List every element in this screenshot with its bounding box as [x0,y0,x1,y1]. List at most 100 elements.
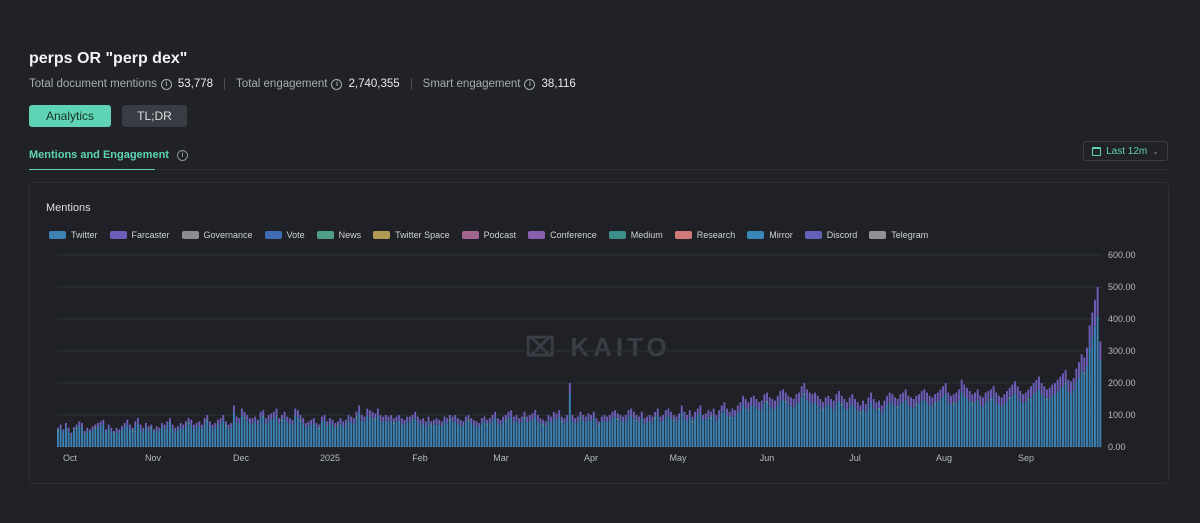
bar-twitter [1062,386,1064,447]
bar-farcaster [680,405,683,413]
legend-item-telegram[interactable]: Telegram [869,230,928,240]
bar-twitter [323,420,326,447]
bar-farcaster [155,426,158,430]
legend-item-conference[interactable]: Conference [528,230,597,240]
bar-farcaster [715,415,718,421]
bar-farcaster [488,418,491,424]
legend-item-twitter[interactable]: Twitter [49,230,98,240]
bar-farcaster [667,408,670,416]
stat-document-mentions: Total document mentions i 53,778 [29,78,213,90]
bar-farcaster [259,411,262,419]
bar-farcaster [915,395,918,406]
bar-twitter [115,431,118,447]
legend-item-vote[interactable]: Vote [264,230,305,240]
bar-farcaster [1027,389,1030,400]
bar-twitter [579,418,582,447]
bar-twitter [216,424,219,447]
bar-twitter [624,420,627,447]
bar-twitter [62,432,65,447]
bar-farcaster [120,426,123,430]
legend-item-twitter-space[interactable]: Twitter Space [373,230,450,240]
bar-farcaster [190,419,193,425]
bar-twitter [75,428,78,447]
bar-twitter [755,407,758,447]
tldr-button[interactable]: TL;DR [122,105,187,127]
bar-news [635,419,638,422]
bar-twitter [742,405,745,447]
bar-twitter [678,419,681,447]
info-icon[interactable]: i [160,78,172,90]
bar-twitter [352,423,355,447]
bar-twitter [475,426,478,447]
legend-item-news[interactable]: News [316,230,361,240]
legend-item-farcaster[interactable]: Farcaster [109,230,170,240]
analytics-button[interactable]: Analytics [29,105,111,127]
legend-item-research[interactable]: Research [674,230,735,240]
legend-swatch [608,231,626,239]
bar-farcaster [760,400,763,409]
bar-twitter [526,422,529,447]
bar-twitter [992,397,995,447]
chart-title: Mentions [46,202,91,214]
legend-item-governance[interactable]: Governance [181,230,253,240]
period-label: Last 12m [1106,145,1148,157]
info-icon[interactable]: i [524,78,536,90]
legend-label: Podcast [483,230,517,240]
bar-twitter [166,426,169,447]
bar-twitter [686,420,689,447]
bar-twitter [680,412,683,447]
bar-farcaster [440,421,443,427]
bar-farcaster [776,395,779,406]
bar-farcaster [1046,389,1048,400]
bar-farcaster [1086,347,1088,366]
period-dropdown[interactable]: Last 12m ⌄ [1083,141,1168,161]
info-icon[interactable]: i [176,149,188,161]
bar-farcaster [979,395,982,406]
bar-twitter [542,424,545,447]
bar-twitter [851,403,854,447]
bar-farcaster [843,399,846,408]
bar-twitter [776,405,779,447]
bar-farcaster [526,416,529,423]
legend-item-podcast[interactable]: Podcast [461,230,517,240]
bar-twitter [592,418,595,447]
bar-farcaster [1022,394,1024,404]
bar-farcaster [64,423,67,428]
tab-mentions-engagement[interactable]: Mentions and Engagement i [29,149,188,161]
bar-farcaster [782,389,785,400]
bar-twitter [339,423,342,447]
bar-twitter [915,405,918,447]
bar-twitter [587,419,590,447]
bar-farcaster [366,408,369,416]
bar-twitter [523,418,526,447]
bar-twitter [806,399,809,447]
info-icon[interactable]: i [331,78,343,90]
bar-twitter [619,420,622,447]
bar-twitter [862,408,864,447]
legend-item-discord[interactable]: Discord [804,230,857,240]
y-tick-label: 400.00 [1108,314,1136,324]
bar-twitter [600,422,603,447]
bar-farcaster [126,419,129,425]
legend-item-mirror[interactable]: Mirror [747,230,793,240]
bar-twitter [816,405,819,447]
bar-twitter [888,402,891,447]
bar-news [747,409,750,411]
legend-swatch [49,231,66,239]
bar-twitter [110,431,113,447]
bar-farcaster [286,416,289,423]
bar-twitter [158,431,161,447]
bar-farcaster [694,411,697,419]
bar-twitter [547,420,550,447]
legend-item-medium[interactable]: Medium [608,230,663,240]
bar-twitter [294,415,297,447]
bar-farcaster [102,419,105,425]
bar-farcaster [928,395,931,406]
bar-farcaster [944,383,947,395]
bar-twitter [406,422,409,447]
bar-news [318,427,321,430]
bar-twitter [958,399,960,447]
bar-news [206,419,209,422]
bar-news [542,423,545,426]
